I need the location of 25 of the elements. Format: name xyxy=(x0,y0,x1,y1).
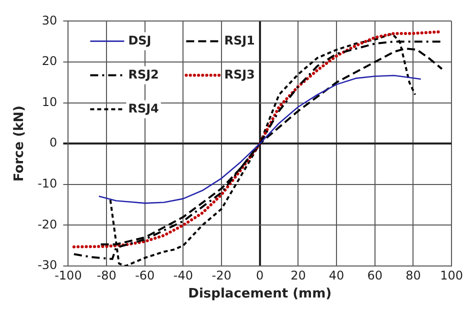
x-tick-label: -100 xyxy=(54,268,82,282)
y-tick-label: 20 xyxy=(42,54,58,68)
y-tick-label: -30 xyxy=(38,258,58,272)
y-axis-title: Force (kN) xyxy=(12,106,28,182)
legend-label: RSJ3 xyxy=(224,67,255,82)
x-tick-label: 60 xyxy=(367,268,383,282)
y-tick-label: 30 xyxy=(42,13,58,28)
y-tick-label: 0 xyxy=(50,136,58,150)
x-tick-label: -60 xyxy=(135,268,155,282)
x-tick-label: -20 xyxy=(212,268,232,282)
y-tick-label: -20 xyxy=(38,217,58,232)
x-tick-label: 40 xyxy=(328,268,344,282)
x-tick-label: 100 xyxy=(440,268,463,282)
x-axis-title: Displacement (mm) xyxy=(188,286,332,302)
legend-label: RSJ4 xyxy=(128,101,159,116)
x-tick-label: -40 xyxy=(173,268,194,282)
x-tick-label: 0 xyxy=(256,268,264,282)
x-tick-label: 80 xyxy=(406,268,421,282)
legend-label: DSJ xyxy=(128,33,152,48)
y-tick-label: 10 xyxy=(42,94,58,109)
legend-label: RSJ2 xyxy=(128,67,159,82)
x-tick-label: -80 xyxy=(96,268,116,282)
legend-label: RSJ1 xyxy=(224,33,255,48)
x-tick-label: 20 xyxy=(290,268,306,282)
y-tick-label: -10 xyxy=(38,176,58,191)
